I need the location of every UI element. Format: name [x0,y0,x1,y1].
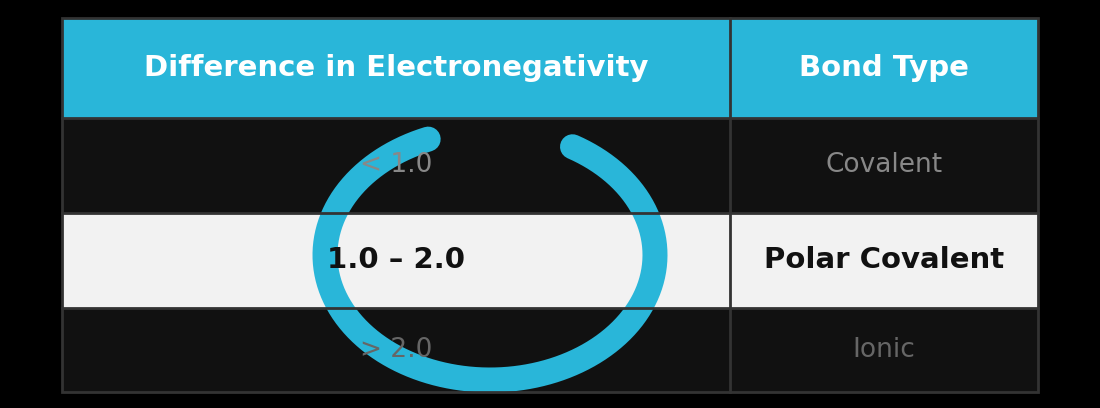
Text: > 2.0: > 2.0 [360,337,432,363]
Bar [62,118,1038,213]
Bar [62,213,1038,308]
Bar [62,308,1038,392]
Text: Ionic: Ionic [852,337,915,363]
Text: Difference in Electronegativity: Difference in Electronegativity [144,54,648,82]
Text: Bond Type: Bond Type [799,54,969,82]
Text: < 1.0: < 1.0 [360,153,432,179]
Text: 1.0 – 2.0: 1.0 – 2.0 [327,246,465,275]
Text: Polar Covalent: Polar Covalent [763,246,1004,275]
Bar [62,18,1038,392]
Text: Covalent: Covalent [825,153,943,179]
Bar [62,18,1038,118]
